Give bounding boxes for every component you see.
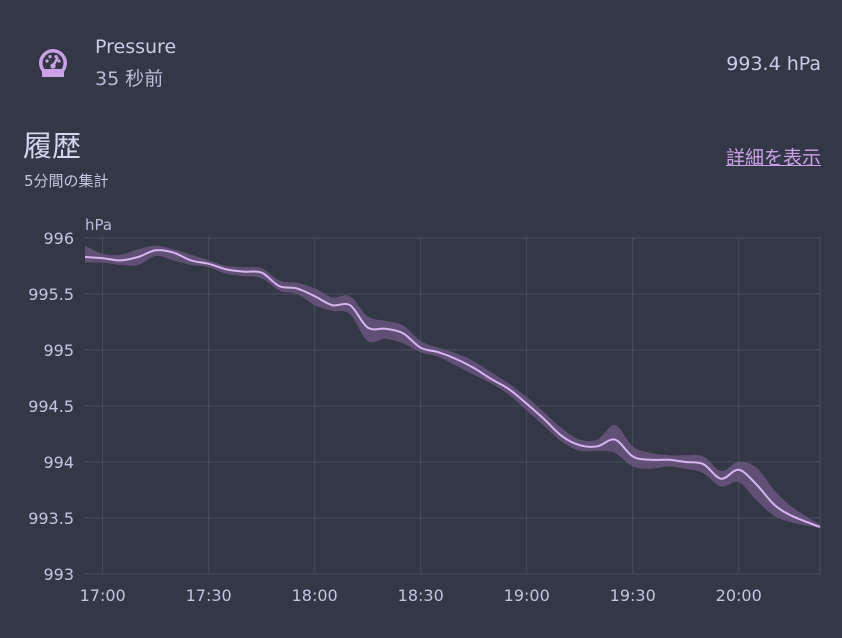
- x-tick-label: 19:30: [610, 586, 656, 605]
- x-tick-label: 18:00: [292, 586, 338, 605]
- y-tick-label: 994.5: [28, 397, 74, 416]
- x-tick-label: 20:00: [716, 586, 762, 605]
- y-tick-label: 995: [43, 341, 74, 360]
- x-axis: 17:00 17:30 18:00 18:30 19:00 19:30 20:00: [80, 586, 762, 605]
- show-details-link[interactable]: 詳細を表示: [725, 147, 821, 169]
- history-subtitle: 5分間の集計: [24, 172, 109, 190]
- y-tick-label: 994: [43, 453, 74, 472]
- chart-grid: [85, 237, 821, 575]
- y-tick-label: 996: [43, 229, 74, 248]
- history-title: 履歴: [23, 129, 82, 163]
- y-tick-label: 995.5: [28, 285, 74, 304]
- entity-state: 993.4 hPa: [726, 53, 821, 75]
- x-tick-label: 19:00: [504, 586, 550, 605]
- y-axis: 996 995.5 995 994.5 994 993.5 993: [28, 229, 74, 584]
- pressure-line: [84, 249, 821, 528]
- gauge-icon: [37, 47, 69, 79]
- y-tick-label: 993: [43, 565, 74, 584]
- last-changed: 35 秒前: [95, 68, 164, 90]
- x-tick-label: 18:30: [398, 586, 444, 605]
- x-tick-label: 17:30: [186, 586, 232, 605]
- y-axis-unit: hPa: [85, 216, 112, 234]
- x-tick-label: 17:00: [80, 586, 126, 605]
- entity-name: Pressure: [95, 36, 177, 58]
- entity-header: Pressure 35 秒前 993.4 hPa: [0, 0, 842, 120]
- min-max-band: [85, 245, 820, 529]
- y-tick-label: 993.5: [28, 509, 74, 528]
